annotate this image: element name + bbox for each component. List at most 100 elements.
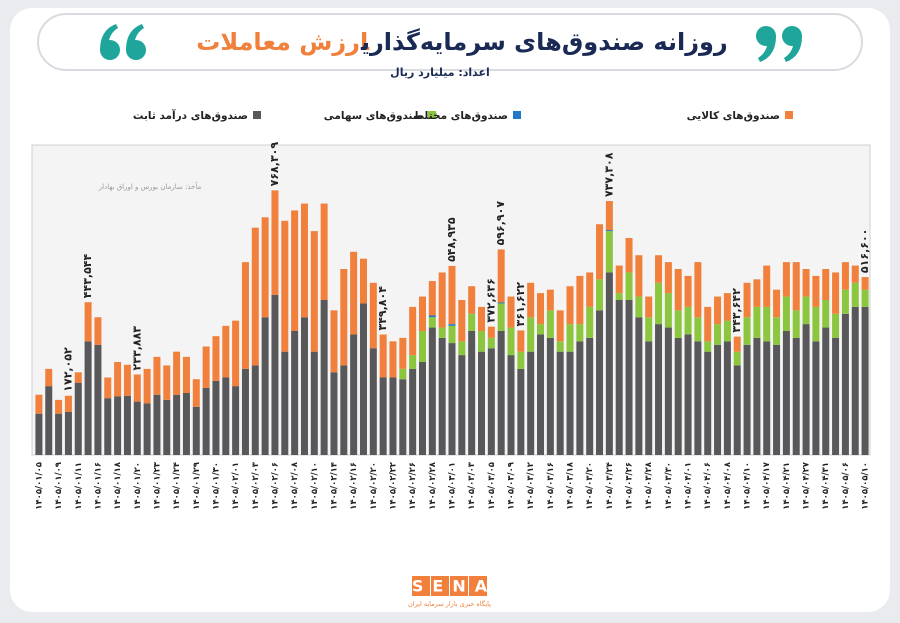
bar-segment xyxy=(448,265,456,325)
x-tick-label: ۱۴۰۵/۰۳/۲۸ xyxy=(644,461,654,510)
bar-segment xyxy=(586,306,594,338)
bar-segment xyxy=(438,272,446,328)
bar-segment xyxy=(350,251,358,335)
logo-box xyxy=(412,576,430,596)
x-tick-label: ۱۴۰۵/۰۲/۲۸ xyxy=(428,461,438,510)
x-tick-label: ۱۴۰۵/۰۲/۲۶ xyxy=(408,462,418,510)
x-tick-label: ۱۴۰۵/۰۵/۰۶ xyxy=(841,462,851,510)
bar-segment xyxy=(851,306,859,455)
bar-segment xyxy=(802,324,810,455)
bar-segment xyxy=(123,395,131,455)
bar-segment xyxy=(182,393,190,455)
x-tick-label: ۱۴۰۵/۰۲/۲۰ xyxy=(369,462,379,510)
bar-segment xyxy=(409,355,417,369)
bar-segment xyxy=(655,255,663,283)
bar-segment xyxy=(251,227,259,366)
x-tick-label: ۱۴۰۵/۰۲/۱۴ xyxy=(329,462,339,510)
bar-segment xyxy=(694,341,702,455)
bar-segment xyxy=(625,300,633,455)
bar-segment xyxy=(74,382,82,455)
total-label: ۷۶۸,۳۰۹ xyxy=(268,142,281,187)
bar-segment xyxy=(84,341,92,455)
legend-label: صندوق‌های مختلط xyxy=(413,110,508,122)
bar-segment xyxy=(743,282,751,318)
bar-segment xyxy=(753,306,761,338)
bar-segment xyxy=(684,275,692,307)
bar-segment xyxy=(576,275,584,325)
bar-segment xyxy=(163,399,171,455)
bar-segment xyxy=(399,337,407,369)
legend-swatch xyxy=(785,111,793,119)
bar-segment xyxy=(55,413,63,455)
bar-segment xyxy=(556,351,564,455)
bar-segment xyxy=(310,351,318,455)
bar-segment xyxy=(182,356,190,393)
bar-segment xyxy=(399,379,407,455)
bar-segment xyxy=(448,343,456,455)
bar-segment xyxy=(566,351,574,455)
x-tick-label: ۱۴۰۵/۰۳/۰۱ xyxy=(448,462,458,510)
bar-segment xyxy=(143,403,151,455)
bar-segment xyxy=(812,275,820,307)
bar-segment xyxy=(359,258,367,304)
logo-box xyxy=(450,576,468,596)
bar-segment xyxy=(861,289,869,307)
bar-segment xyxy=(615,300,623,455)
bar-segment xyxy=(635,255,643,297)
x-tick-label: ۱۴۰۵/۰۱/۰۹ xyxy=(54,461,64,510)
bar-segment xyxy=(478,306,486,331)
bar-segment xyxy=(586,337,594,455)
bar-segment xyxy=(674,269,682,311)
x-tick-label: ۱۴۰۵/۰۱/۲۳ xyxy=(152,461,162,510)
bar-segment xyxy=(802,269,810,297)
bar-segment xyxy=(35,413,43,455)
bar-segment xyxy=(94,317,102,345)
x-tick-label: ۱۴۰۵/۰۱/۱۱ xyxy=(74,462,84,510)
bar-segment xyxy=(605,231,613,273)
bar-segment xyxy=(369,348,377,455)
bar-segment xyxy=(330,372,338,455)
bar-segment xyxy=(497,302,505,304)
header-pill xyxy=(37,13,863,71)
bar-segment xyxy=(163,365,171,400)
bar-segment xyxy=(517,330,525,352)
bar-segment xyxy=(861,277,869,290)
bar-segment xyxy=(418,296,426,331)
bar-segment xyxy=(261,317,269,455)
bar-segment xyxy=(605,201,613,231)
bar-segment xyxy=(379,377,387,455)
bar-segment xyxy=(45,368,53,387)
bar-segment xyxy=(615,293,623,300)
legend-label: صندوق‌های سهامی xyxy=(324,110,423,122)
bar-segment xyxy=(546,289,554,311)
bar-segment xyxy=(153,394,161,455)
x-tick-label: ۱۴۰۵/۰۴/۱۷ xyxy=(762,461,772,510)
x-tick-label: ۱۴۰۵/۰۳/۰۵ xyxy=(487,462,497,510)
bar-segment xyxy=(635,296,643,318)
chart-title: روزانه صندوق‌های سرمایه‌گذاریارزش معاملا… xyxy=(196,28,728,56)
bar-segment xyxy=(468,313,476,331)
bar-segment xyxy=(192,406,200,455)
bar-segment xyxy=(664,262,672,294)
legend-swatch xyxy=(513,111,521,119)
x-tick-label: ۱۴۰۵/۰۴/۲۱ xyxy=(782,462,792,510)
bar-segment xyxy=(232,320,240,387)
bar-segment xyxy=(841,289,849,314)
bar-segment xyxy=(369,282,377,349)
bar-segment xyxy=(330,310,338,373)
bar-segment xyxy=(291,210,299,331)
bar-segment xyxy=(615,265,623,294)
bar-segment xyxy=(576,324,584,342)
total-label: ۲۳۳,۸۸۳ xyxy=(130,326,143,371)
bar-segment xyxy=(655,324,663,455)
bar-segment xyxy=(832,272,840,314)
title-main: روزانه صندوق‌های سرمایه‌گذاری xyxy=(360,28,728,56)
bar-segment xyxy=(586,272,594,307)
x-tick-label: ۱۴۰۵/۰۱/۱۸ xyxy=(113,461,123,510)
bar-segment xyxy=(428,317,436,328)
bar-segment xyxy=(379,334,387,378)
bar-segment xyxy=(389,377,397,455)
bar-segment xyxy=(605,230,613,232)
total-label: ۱۷۲,۰۵۲ xyxy=(61,347,74,392)
